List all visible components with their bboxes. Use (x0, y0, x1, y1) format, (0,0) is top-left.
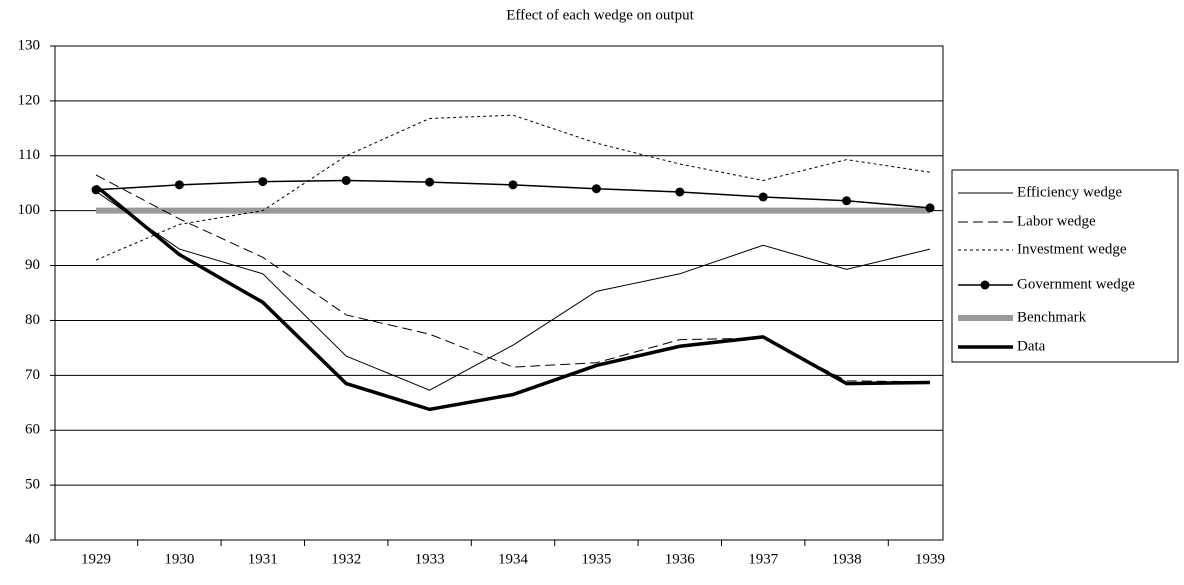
x-tick-label: 1935 (581, 551, 611, 567)
legend-label: Investment wedge (1017, 241, 1127, 257)
series-marker (508, 180, 518, 190)
legend-label: Efficiency wedge (1017, 184, 1122, 200)
x-tick-label: 1938 (832, 551, 862, 567)
y-tick-label: 50 (25, 477, 40, 493)
series-marker (591, 184, 601, 194)
plot-frame (54, 45, 944, 541)
legend-label: Benchmark (1017, 309, 1087, 325)
x-tick-label: 1937 (748, 551, 779, 567)
x-tick-label: 1929 (81, 551, 111, 567)
legend-marker (980, 280, 990, 290)
legend-label: Government wedge (1017, 276, 1135, 292)
y-tick-label: 80 (25, 312, 40, 328)
series-line (94, 184, 931, 412)
series-line (95, 191, 931, 391)
y-tick-label: 90 (25, 257, 40, 273)
legend-box (951, 169, 1179, 363)
y-tick-label: 100 (18, 202, 41, 218)
series-marker (425, 177, 435, 187)
series-marker (675, 187, 685, 197)
series-marker (842, 196, 852, 206)
x-tick-label: 1936 (665, 551, 696, 567)
chart-title: Effect of each wedge on output (506, 7, 694, 23)
y-tick-label: 130 (18, 37, 41, 53)
y-tick-label: 110 (18, 147, 40, 163)
series-line (95, 174, 931, 383)
y-tick-label: 120 (18, 92, 41, 108)
legend-label: Data (1017, 338, 1046, 354)
x-tick-label: 1933 (415, 551, 445, 567)
x-tick-label: 1939 (915, 551, 945, 567)
y-tick-label: 40 (25, 531, 40, 547)
y-tick-label: 60 (25, 422, 40, 438)
x-tick-label: 1931 (248, 551, 278, 567)
series-marker (174, 180, 184, 190)
x-tick-label: 1934 (498, 551, 529, 567)
legend-label: Labor wedge (1017, 213, 1096, 229)
x-tick-label: 1930 (164, 551, 194, 567)
y-tick-label: 70 (25, 367, 40, 383)
series-marker (258, 177, 268, 187)
x-tick-label: 1932 (331, 551, 361, 567)
series-marker (341, 175, 351, 185)
series-marker (925, 203, 935, 213)
series-marker (758, 192, 768, 202)
